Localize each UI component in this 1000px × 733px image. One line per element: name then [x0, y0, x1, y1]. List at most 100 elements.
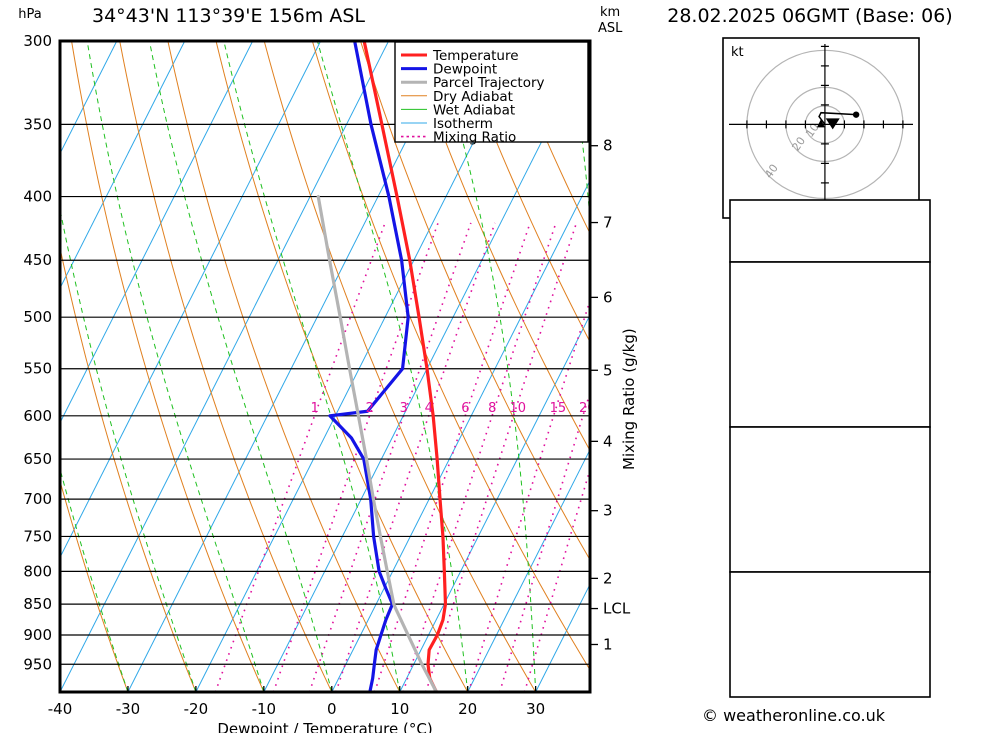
station-title: 34°43'N 113°39'E 156m ASL [92, 5, 365, 27]
pressure-tick-label: 300 [23, 32, 52, 50]
mixing-ratio-axis-title: Mixing Ratio (g/kg) [620, 328, 638, 470]
mixing-ratio-line [425, 222, 578, 692]
altitude-tick-label: 8 [603, 137, 613, 155]
dry-adiabat-line [504, 41, 590, 235]
isotherm-line [60, 41, 390, 692]
mixing-ratio-label: 6 [461, 401, 469, 416]
mixing-ratio-label: 4 [425, 401, 433, 416]
plot-frame [58, 39, 592, 694]
hodograph-end-point [852, 111, 860, 118]
pressure-tick-label: 500 [23, 308, 52, 326]
pressure-tick-label: 750 [23, 527, 52, 545]
indices-top-box [729, 199, 931, 263]
pressure-tick-label: 900 [23, 626, 52, 644]
legend-label: Temperature [432, 48, 519, 64]
dry-adiabat-line [408, 41, 590, 452]
pressure-tick-label: 950 [23, 655, 52, 673]
mixing-ratio-label: 8 [488, 401, 496, 416]
pressure-tick-label: 450 [23, 251, 52, 269]
pressure-unit-label: hPa [18, 7, 41, 22]
mixing-ratio-line [308, 222, 472, 692]
dry-adiabat-line [456, 41, 590, 343]
altitude-tick-label: 1 [603, 635, 613, 653]
isotherm-line [399, 313, 590, 692]
footer-copyright: © weatheronline.co.uk [702, 706, 886, 725]
wet-adiabat-line [435, 41, 537, 692]
surface-box [729, 261, 931, 428]
legend-label: Dry Adiabat [433, 89, 513, 105]
lcl-label: LCL [603, 600, 631, 618]
profile-line-parcel-trajectory [316, 194, 439, 692]
right-panel: 28.02.2025 06GMT (Base: 06)102040ktK7Tot… [667, 5, 952, 725]
temperature-tick-label: -10 [252, 700, 277, 718]
pressure-tick-label: 550 [23, 360, 52, 378]
mixing-ratio-line [335, 222, 496, 692]
mixing-ratio-line [373, 222, 531, 692]
wet-adiabat-line [223, 41, 401, 692]
mixing-ratio-label: 3 [400, 401, 408, 416]
isotherm-line [467, 448, 590, 692]
datetime-title: 28.02.2025 06GMT (Base: 06) [667, 5, 952, 27]
altitude-unit-label-asl: ASL [598, 21, 623, 36]
legend-box [394, 41, 589, 143]
mixing-ratio-label: 20 [579, 401, 596, 416]
hodograph-trace [818, 111, 857, 125]
storm-motion-marker [825, 118, 840, 130]
temperature-tick-label: 0 [327, 700, 337, 718]
legend-label: Mixing Ratio [433, 130, 516, 146]
dry-adiabat-line [60, 479, 129, 692]
pressure-tick-label: 600 [23, 407, 52, 425]
pressure-tick-label: 400 [23, 188, 52, 206]
pressure-tick-label: 800 [23, 562, 52, 580]
altitude-tick-label: 6 [603, 288, 613, 306]
hodograph-unit-label: kt [731, 45, 744, 60]
skewt-diagram: 1 2 3 4 6 8 10 15 203003504004505005506006507007… [18, 5, 638, 733]
isotherm-line [60, 41, 186, 290]
temperature-tick-label: -20 [184, 700, 209, 718]
isotherm-line [195, 41, 525, 692]
mixing-ratio-label: 2 [366, 401, 374, 416]
wet-adiabat-line [60, 206, 197, 692]
isotherm-line [60, 41, 118, 155]
legend-label: Dewpoint [433, 62, 497, 78]
pressure-tick-label: 650 [23, 450, 52, 468]
altitude-tick-label: 5 [603, 361, 613, 379]
pressure-tick-label: 350 [23, 115, 52, 133]
dry-adiabat-line [71, 41, 265, 692]
temperature-tick-label: -30 [116, 700, 141, 718]
legend-label: Parcel Trajectory [433, 75, 545, 91]
pressure-tick-label: 700 [23, 490, 52, 508]
temperature-tick-label: 20 [458, 700, 477, 718]
altitude-tick-label: 3 [603, 502, 613, 520]
hodograph-box [722, 37, 920, 219]
temperature-tick-label: 10 [390, 700, 409, 718]
isotherm-line [127, 41, 457, 692]
mixing-ratio-line [467, 298, 590, 692]
hodograph-start-marker [816, 119, 825, 128]
altitude-tick-label: 4 [603, 432, 613, 450]
legend-label: Wet Adiabat [433, 102, 515, 118]
mixing-ratio-label: 10 [510, 401, 527, 416]
wet-adiabat-line [86, 41, 265, 692]
mixing-ratio-label: 1 [311, 401, 319, 416]
altitude-tick-label: 2 [603, 569, 613, 587]
plot-area: 1 2 3 4 6 8 10 15 20 [60, 41, 596, 692]
altitude-unit-label-km: km [600, 5, 620, 20]
altitude-tick-label: 7 [603, 214, 613, 232]
isotherm-line [331, 179, 590, 692]
isotherm-line [60, 41, 322, 559]
profile-line-dewpoint [328, 41, 410, 692]
temperature-tick-label: 30 [526, 700, 545, 718]
temperature-tick-label: -40 [48, 700, 73, 718]
mixing-ratio-label: 15 [550, 401, 567, 416]
most-unstable-box [729, 426, 931, 573]
hodograph-stats-box [729, 571, 931, 698]
profile-line-temperature [362, 41, 448, 692]
dry-adiabat-line [119, 41, 333, 692]
mixing-ratio-line [523, 466, 590, 692]
mixing-ratio-line [499, 390, 590, 692]
pressure-tick-label: 850 [23, 595, 52, 613]
